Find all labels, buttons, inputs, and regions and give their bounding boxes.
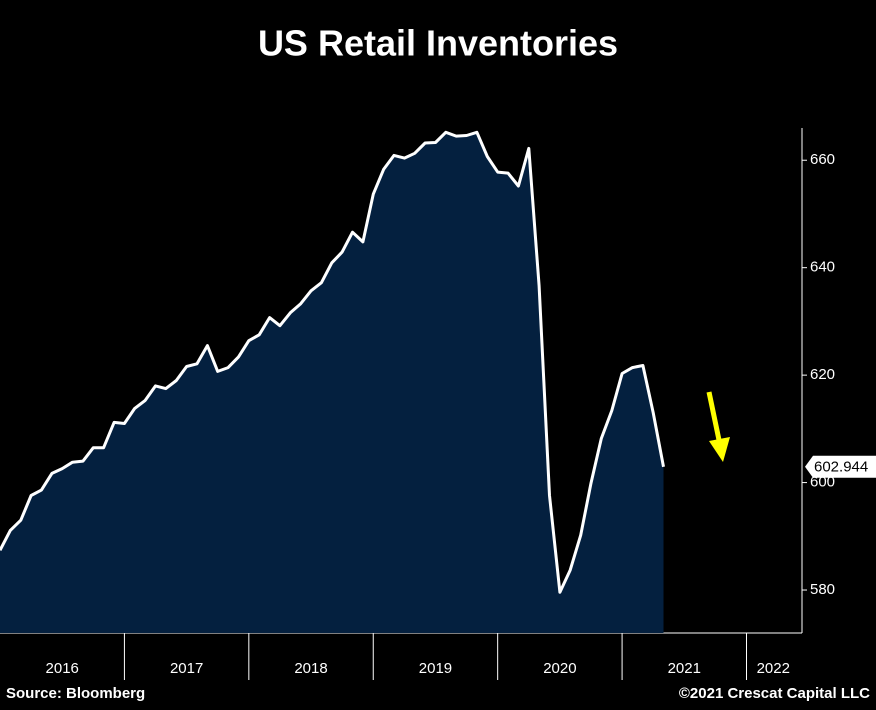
x-tick-label: 2020 xyxy=(543,660,576,677)
copyright: ©2021 Crescat Capital LLC xyxy=(679,685,870,702)
y-tick-label: 600 xyxy=(810,474,835,491)
area xyxy=(0,132,664,634)
y-tick-label: 620 xyxy=(810,366,835,383)
x-tick-label: 2022 xyxy=(757,660,790,677)
source: Source: Bloomberg xyxy=(6,685,145,702)
x-tick-label: 2019 xyxy=(419,660,452,677)
x-tick-label: 2017 xyxy=(170,660,203,677)
last-value-label: 602.944 xyxy=(814,459,868,476)
x-tick-label: 2018 xyxy=(294,660,327,677)
x-tick-label: 2021 xyxy=(668,660,701,677)
y-tick-label: 660 xyxy=(810,151,835,168)
chart-title: US Retail Inventories xyxy=(258,23,618,64)
y-tick-label: 640 xyxy=(810,259,835,276)
line xyxy=(0,130,665,594)
x-tick-label: 2016 xyxy=(46,660,79,677)
down-arrow xyxy=(706,391,730,462)
y-tick-label: 580 xyxy=(810,581,835,598)
last-value-box xyxy=(805,455,876,478)
